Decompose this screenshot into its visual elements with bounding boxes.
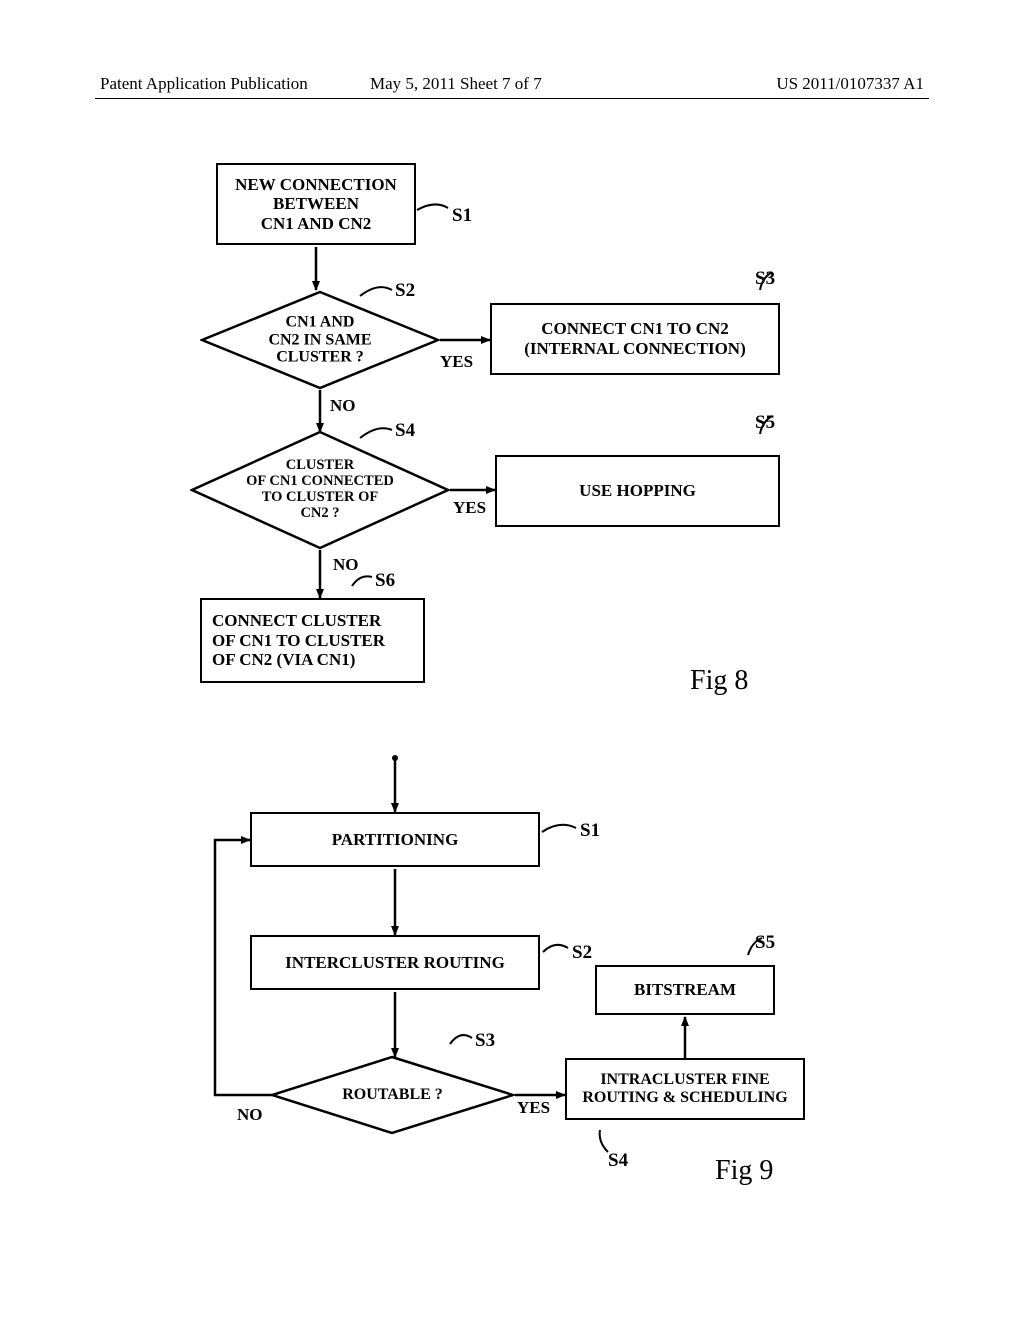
fig8-s6-label: S6 — [375, 570, 395, 592]
fig8-s1-l2: BETWEEN — [273, 194, 359, 214]
fig9-s2-label: S2 — [572, 942, 592, 964]
fig9-s5-box: BITSTREAM — [595, 965, 775, 1015]
fig8-s4-label: S4 — [395, 420, 415, 442]
fig8-s4-l2: OF CN1 CONNECTED — [246, 474, 394, 490]
fig9-s3-inner: ROUTABLE ? — [342, 1086, 443, 1104]
fig8-s2-yes: YES — [440, 352, 473, 372]
fig9-s5-label: S5 — [755, 932, 775, 954]
fig8-s6-l3: OF CN2 (VIA CN1) — [212, 650, 355, 670]
fig9-s1-label: S1 — [580, 820, 600, 842]
fig8-s1-box: NEW CONNECTION BETWEEN CN1 AND CN2 — [216, 163, 416, 245]
fig8-s6-l1: CONNECT CLUSTER — [212, 611, 381, 631]
fig9-s3-no: NO — [237, 1105, 263, 1125]
fig9-s5-text: BITSTREAM — [634, 980, 736, 1000]
header-rule — [95, 98, 929, 99]
header-left: Patent Application Publication — [100, 74, 308, 94]
fig8-s1-label: S1 — [452, 205, 472, 227]
fig9-caption: Fig 9 — [715, 1155, 773, 1187]
header-right: US 2011/0107337 A1 — [776, 74, 924, 94]
fig8-s6-l2: OF CN1 TO CLUSTER — [212, 631, 385, 651]
fig9-s4-box: INTRACLUSTER FINE ROUTING & SCHEDULING — [565, 1058, 805, 1120]
fig8-s2-l3: CLUSTER ? — [268, 349, 371, 367]
fig9-s4-l1: INTRACLUSTER FINE — [600, 1071, 769, 1089]
fig9-s1-box: PARTITIONING — [250, 812, 540, 867]
fig8-s2-no: NO — [330, 396, 356, 416]
fig8-s5-label: S5 — [755, 412, 775, 434]
fig8-caption: Fig 8 — [690, 665, 748, 697]
fig8-s1-l1: NEW CONNECTION — [235, 175, 397, 195]
fig8-s3-label: S3 — [755, 268, 775, 290]
fig8-s4-yes: YES — [453, 498, 486, 518]
fig8-s4-l3: TO CLUSTER OF — [246, 490, 394, 506]
fig8-s4-l4: CN2 ? — [246, 506, 394, 522]
fig8-s6-box: CONNECT CLUSTER OF CN1 TO CLUSTER OF CN2… — [200, 598, 425, 683]
fig9-s2-text: INTERCLUSTER ROUTING — [285, 953, 505, 973]
fig8-s2-text: CN1 AND CN2 IN SAME CLUSTER ? — [268, 314, 371, 367]
fig8-s3-l1: CONNECT CN1 TO CN2 — [541, 319, 729, 339]
fig9-s1-text: PARTITIONING — [332, 830, 459, 850]
fig9-s3-text: ROUTABLE ? — [342, 1086, 443, 1104]
fig9-s2-box: INTERCLUSTER ROUTING — [250, 935, 540, 990]
fig8-s2-l1: CN1 AND — [268, 314, 371, 332]
fig9-s3-label: S3 — [475, 1030, 495, 1052]
fig8-s2-label: S2 — [395, 280, 415, 302]
fig8-s5-box: USE HOPPING — [495, 455, 780, 527]
fig8-s3-l2: (INTERNAL CONNECTION) — [524, 339, 746, 359]
fig8-s3-box: CONNECT CN1 TO CN2 (INTERNAL CONNECTION) — [490, 303, 780, 375]
fig8-s2-diamond: CN1 AND CN2 IN SAME CLUSTER ? — [200, 290, 440, 390]
fig8-s4-no: NO — [333, 555, 359, 575]
fig9-s4-l2: ROUTING & SCHEDULING — [582, 1089, 787, 1107]
header-mid: May 5, 2011 Sheet 7 of 7 — [370, 74, 542, 94]
fig8-s4-diamond: CLUSTER OF CN1 CONNECTED TO CLUSTER OF C… — [190, 430, 450, 550]
page: Patent Application Publication May 5, 20… — [0, 0, 1024, 1320]
fig9-s3-yes: YES — [517, 1098, 550, 1118]
fig8-s4-text: CLUSTER OF CN1 CONNECTED TO CLUSTER OF C… — [246, 458, 394, 522]
fig9-s4-label: S4 — [608, 1150, 628, 1172]
fig8-s1-l3: CN1 AND CN2 — [261, 214, 372, 234]
fig8-s5-text: USE HOPPING — [579, 481, 696, 501]
fig8-s2-l2: CN2 IN SAME — [268, 331, 371, 349]
fig8-s4-l1: CLUSTER — [246, 458, 394, 474]
fig9-s3-diamond: ROUTABLE ? — [270, 1055, 515, 1135]
